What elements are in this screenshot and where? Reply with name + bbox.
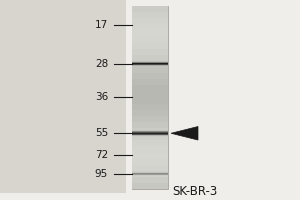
Bar (132, 165, 168, 171)
Bar (132, 171, 168, 177)
Bar (132, 73, 168, 79)
Bar (132, 153, 168, 159)
Bar (132, 36, 168, 42)
Text: 28: 28 (95, 59, 108, 69)
Bar (132, 129, 168, 130)
Bar (132, 130, 168, 131)
Bar (132, 183, 168, 189)
Bar (132, 104, 168, 110)
Bar (132, 136, 168, 137)
Bar (132, 98, 168, 104)
Bar (132, 110, 168, 116)
Bar (132, 177, 168, 183)
Bar (132, 6, 168, 12)
Bar (132, 6, 168, 189)
Text: 72: 72 (95, 150, 108, 160)
Bar (132, 18, 168, 24)
Bar (132, 42, 168, 49)
Bar (132, 134, 168, 135)
Bar (132, 66, 168, 67)
Text: 55: 55 (95, 128, 108, 138)
Bar (132, 49, 168, 55)
Text: 17: 17 (95, 20, 108, 30)
Bar (132, 64, 168, 65)
Bar (132, 61, 168, 67)
Bar (132, 132, 168, 133)
Bar (132, 62, 168, 63)
Bar (132, 135, 168, 136)
Bar (132, 116, 168, 122)
Bar (132, 131, 168, 132)
Polygon shape (171, 127, 198, 140)
Bar (132, 12, 168, 18)
Text: SK-BR-3: SK-BR-3 (172, 185, 218, 198)
Bar (132, 134, 168, 140)
Bar (132, 133, 168, 134)
Text: 95: 95 (95, 169, 108, 179)
Bar (132, 146, 168, 153)
Bar (132, 159, 168, 165)
Bar (132, 175, 168, 176)
Bar (132, 128, 168, 134)
Text: 36: 36 (95, 92, 108, 102)
Bar (132, 24, 168, 30)
Bar (132, 67, 168, 73)
Bar (132, 172, 168, 173)
Bar (132, 79, 168, 85)
Bar (132, 122, 168, 128)
Bar (132, 140, 168, 146)
Bar (132, 61, 168, 62)
Bar (132, 63, 168, 64)
Bar (132, 173, 168, 174)
Bar (132, 174, 168, 175)
Bar (132, 65, 168, 66)
Bar (132, 30, 168, 36)
Bar (132, 55, 168, 61)
Bar (132, 91, 168, 98)
Bar (0, 0, 126, 193)
Bar (132, 85, 168, 91)
